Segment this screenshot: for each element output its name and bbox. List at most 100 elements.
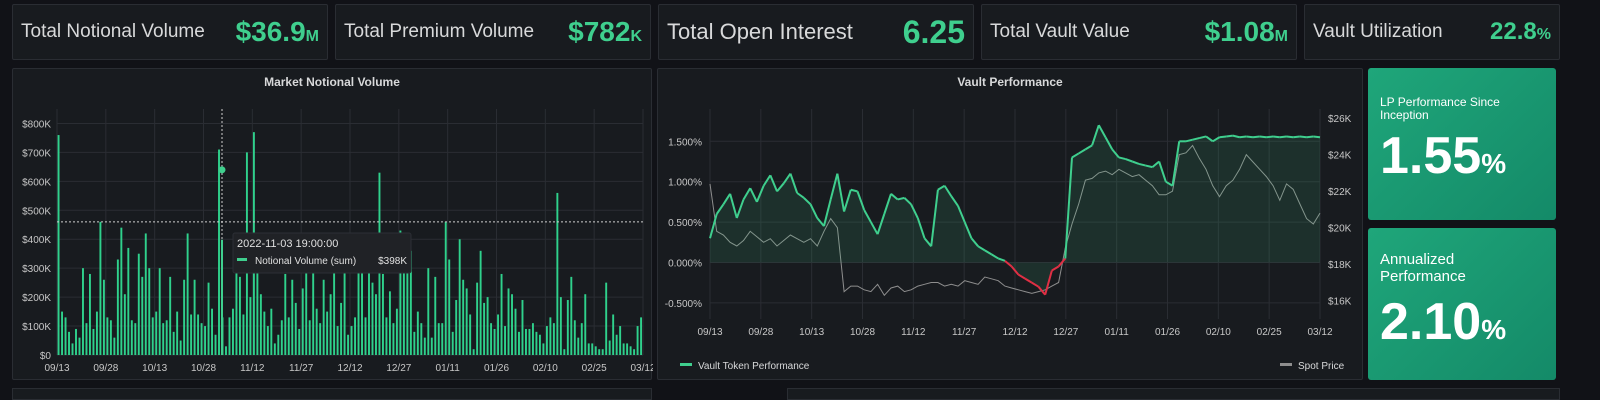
bar: [542, 343, 545, 355]
performance-segment: [829, 173, 839, 200]
x-tick-label: 11/27: [952, 327, 977, 338]
market-notional-volume-panel: Market Notional Volume $0 $100K $200K $300K…: [12, 68, 653, 381]
x-tick-label: 01/11: [1105, 327, 1130, 338]
x-tick-label: 02/25: [1257, 327, 1282, 338]
bar: [472, 349, 475, 355]
spot-price-line: [709, 144, 1321, 297]
market-notional-volume-chart[interactable]: $0 $100K $200K $300K $400K $500K $600K $700K $80…: [13, 69, 653, 381]
lp-performance-card: LP Performance Since Inception 1.55%: [1368, 68, 1556, 220]
y-right-tick-label: $16K: [1328, 297, 1352, 308]
bar: [556, 192, 559, 355]
x-tick-label: 02/10: [1206, 327, 1231, 338]
performance-segment: [755, 185, 765, 203]
bar: [71, 343, 74, 355]
bar: [601, 349, 604, 355]
bar: [277, 334, 280, 355]
bar: [228, 317, 231, 355]
performance-segment: [769, 174, 778, 192]
performance-segment: [1057, 257, 1067, 268]
performance-segment: [796, 192, 805, 199]
lp-card-value: 1.55%: [1380, 127, 1507, 185]
performance-segment: [890, 193, 899, 201]
x-tick-label: 11/27: [289, 363, 314, 374]
bar: [183, 279, 186, 355]
stat-value: 22.8%: [1490, 18, 1551, 45]
bar: [434, 276, 437, 355]
performance-segment: [950, 195, 959, 207]
bar: [465, 288, 468, 355]
bar: [127, 247, 130, 355]
performance-segment: [1084, 144, 1093, 151]
performance-segment: [1165, 180, 1174, 187]
performance-segment: [997, 257, 1006, 262]
bar: [518, 331, 520, 355]
performance-segment: [1004, 260, 1013, 268]
bar: [361, 236, 363, 355]
bar: [165, 320, 168, 355]
performance-segment: [963, 221, 973, 239]
performance-segment: [943, 185, 953, 197]
annualized-performance-card: Annualized Performance 2.10%: [1368, 228, 1556, 380]
performance-segment: [1293, 135, 1301, 139]
performance-segment: [782, 173, 792, 184]
bar: [451, 331, 454, 355]
bar: [336, 326, 339, 355]
performance-segment: [1246, 135, 1254, 139]
performance-segment: [1091, 124, 1100, 146]
performance-segment: [1259, 135, 1267, 139]
bar: [476, 282, 479, 355]
performance-segment: [1024, 277, 1033, 284]
bar: [120, 227, 123, 355]
performance-segment: [1185, 138, 1193, 143]
bar: [409, 250, 412, 355]
bar: [413, 331, 416, 355]
x-tick-label: 03/12: [1307, 327, 1332, 338]
x-tick-label: 12/27: [386, 363, 411, 374]
stat-value: $36.9M: [235, 16, 319, 47]
performance-segment: [715, 203, 725, 215]
bar: [455, 300, 458, 355]
y-left-tick-label: 0.500%: [668, 218, 702, 229]
lp-card-title: LP Performance Since Inception: [1380, 95, 1500, 123]
tooltip-value: $398K: [378, 256, 407, 267]
y-tick-label: $600K: [22, 177, 51, 188]
bar: [95, 311, 98, 355]
performance-segment: [1219, 135, 1227, 139]
x-tick-label: 01/26: [1155, 327, 1180, 338]
bar: [238, 276, 241, 355]
legend-swatch-spot: [1280, 363, 1292, 366]
tooltip-time: 2022-11-03 19:00:00: [237, 238, 338, 250]
bar: [605, 282, 608, 355]
x-tick-label: 02/10: [533, 363, 558, 374]
bar: [333, 268, 336, 355]
performance-segment: [749, 187, 758, 203]
performance-segment: [863, 209, 872, 223]
vault-performance-chart[interactable]: -0.500% 0.000% 0.500% 1.000% 1.500% $16K $18K $…: [658, 69, 1364, 381]
performance-segment: [803, 197, 812, 206]
bar: [158, 268, 161, 355]
bar: [225, 346, 227, 355]
bar: [134, 323, 137, 355]
y-tick-label: $300K: [22, 264, 51, 275]
performance-segment: [970, 237, 979, 247]
bar: [594, 346, 597, 355]
performance-segment: [822, 199, 832, 227]
x-tick-label: 12/12: [337, 363, 362, 374]
bar: [329, 294, 332, 355]
x-tick-label: 11/12: [240, 363, 265, 374]
y-left-tick-label: 1.000%: [668, 178, 702, 189]
x-tick-label: 10/28: [850, 327, 875, 338]
bar: [406, 271, 409, 355]
bar: [395, 308, 398, 355]
bar: [88, 273, 91, 355]
bar: [357, 247, 360, 355]
bar: [430, 337, 433, 355]
lp-card-value: 2.10%: [1380, 293, 1507, 351]
performance-segment: [1266, 135, 1274, 139]
bar: [280, 320, 283, 355]
bar: [587, 343, 590, 355]
bar: [151, 317, 154, 355]
bar: [629, 346, 632, 355]
bar: [500, 273, 503, 355]
bar: [552, 323, 555, 355]
